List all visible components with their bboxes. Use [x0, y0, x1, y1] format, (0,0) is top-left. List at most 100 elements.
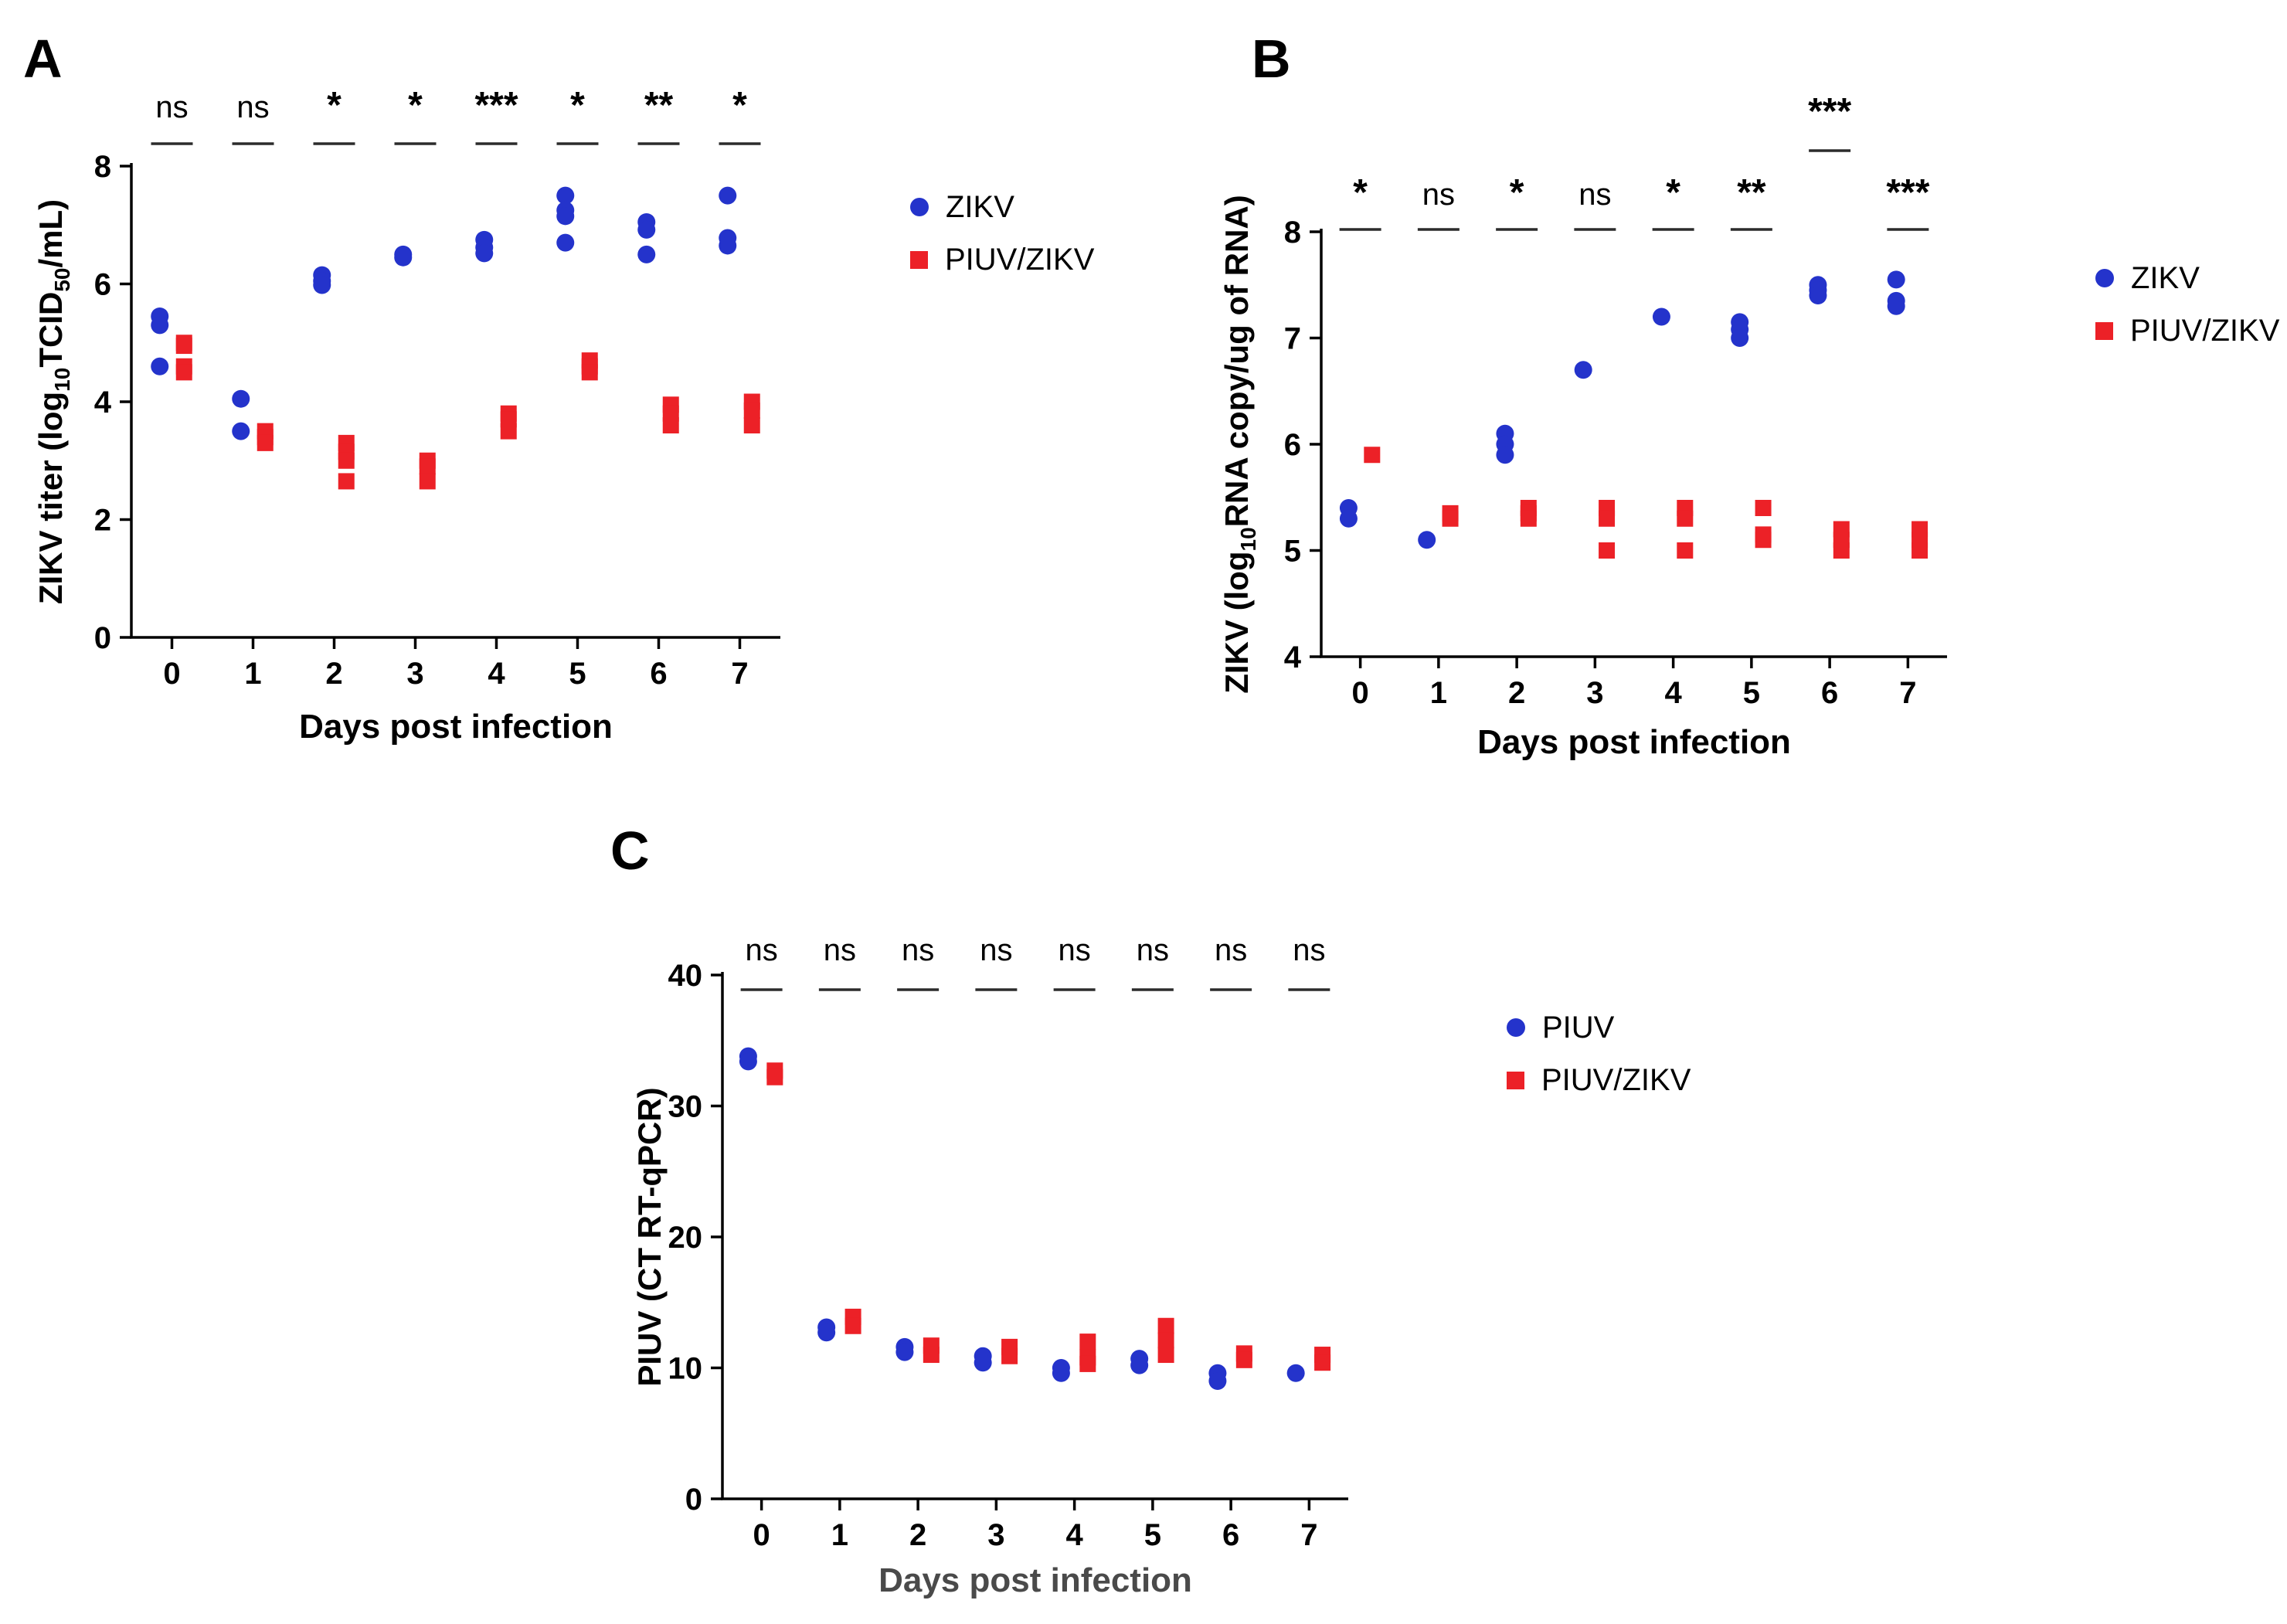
x-tick-label: 0 — [163, 657, 180, 691]
significance-label: *** — [1808, 91, 1851, 132]
x-tick-label: 3 — [987, 1518, 1004, 1552]
legend-label: PIUV/ZIKV — [945, 242, 1095, 277]
data-point — [1833, 542, 1850, 559]
y-tick-label: 8 — [94, 150, 111, 184]
data-point — [1157, 1347, 1174, 1364]
x-tick-label: 6 — [650, 657, 667, 691]
data-point — [1079, 1334, 1096, 1351]
data-point — [1731, 329, 1749, 347]
x-tick-label: 4 — [1665, 676, 1683, 710]
significance-label: * — [1510, 172, 1524, 213]
data-point — [151, 316, 169, 335]
y-tick-label: 2 — [94, 504, 111, 538]
y-tick-label: 4 — [94, 386, 112, 420]
series-zikv — [151, 186, 737, 440]
data-point — [581, 364, 598, 381]
y-tick-label: 0 — [685, 1483, 702, 1517]
series-piuv-zikv — [175, 335, 760, 490]
panel-c-chart: C 0 10 20 30 40 0 1 2 3 4 5 6 7 Days post infection PIU… — [610, 820, 1348, 1599]
data-point — [1339, 509, 1358, 528]
data-point — [1574, 361, 1592, 379]
x-tick-label: 5 — [569, 657, 586, 691]
piuv-zikv-square-marker-icon — [2095, 321, 2113, 340]
data-point — [1599, 542, 1616, 559]
x-axis-ticks: 0 1 2 3 4 5 6 7 — [753, 1499, 1318, 1552]
data-point — [1130, 1356, 1149, 1374]
piuv-zikv-square-marker-icon — [1507, 1071, 1524, 1089]
data-point — [637, 220, 656, 239]
significance-label: ns — [1215, 933, 1247, 967]
data-point — [1520, 510, 1537, 527]
data-point — [766, 1069, 783, 1085]
y-tick-label: 30 — [668, 1090, 703, 1124]
y-tick-label: 20 — [668, 1221, 703, 1255]
x-tick-label: 0 — [753, 1518, 770, 1552]
significance-label: ns — [1578, 178, 1611, 212]
significance-label: ns — [1422, 178, 1455, 212]
axes — [721, 972, 1348, 1500]
legend-label: PIUV/ZIKV — [1541, 1062, 1691, 1097]
significance-markers: ns ns ns ns ns ns ns ns — [740, 933, 1330, 991]
data-point — [257, 434, 274, 451]
data-point — [500, 423, 517, 440]
y-tick-label: 0 — [94, 621, 111, 655]
data-point — [556, 186, 575, 205]
data-point — [1235, 1351, 1252, 1368]
panel-letter: C — [610, 820, 650, 881]
significance-label: * — [408, 85, 423, 126]
data-point — [743, 402, 760, 419]
significance-label: ns — [155, 90, 188, 124]
x-axis-title: Days post infection — [299, 708, 613, 746]
x-tick-label: 1 — [831, 1518, 848, 1552]
significance-label: *** — [474, 85, 518, 126]
x-tick-label: 0 — [1352, 676, 1369, 710]
data-point — [1911, 542, 1928, 559]
data-point — [1652, 307, 1670, 326]
x-axis-ticks: 0 1 2 3 4 5 6 7 — [1352, 657, 1917, 710]
legend-item: PIUV/ZIKV — [2095, 314, 2279, 348]
data-point — [419, 473, 436, 490]
panel-letter: A — [23, 29, 63, 89]
zikv-circle-marker-icon — [910, 198, 929, 216]
y-tick-label: 10 — [668, 1352, 703, 1386]
y-axis-ticks: 4 5 6 7 8 — [1284, 216, 1321, 674]
x-tick-label: 5 — [1144, 1518, 1161, 1552]
panel-c-legend: PIUV PIUV/ZIKV — [1507, 1011, 1691, 1097]
data-point — [151, 357, 169, 375]
y-axis-ticks: 0 2 4 6 8 — [94, 150, 131, 655]
panel-a-chart: A 0 2 4 6 8 0 1 2 3 4 5 6 7 Days post infection ZIKV ti… — [23, 29, 780, 746]
data-point — [1677, 510, 1694, 527]
x-tick-label: 5 — [1743, 676, 1760, 710]
x-tick-label: 3 — [1586, 676, 1603, 710]
panel-b: B 4 5 6 7 8 0 1 2 3 4 5 6 7 Days post infection ZIKV (l… — [1205, 8, 2287, 831]
x-tick-label: 4 — [488, 657, 505, 691]
y-tick-label: 7 — [1284, 322, 1301, 356]
x-axis-ticks: 0 1 2 3 4 5 6 7 — [163, 637, 749, 691]
significance-markers: * ns * ns * ******** — [1339, 91, 1930, 231]
data-point — [719, 186, 737, 205]
data-point — [974, 1354, 992, 1372]
axes — [1320, 229, 1947, 658]
data-point — [739, 1052, 757, 1071]
y-axis-title: PIUV (CT RT-qPCR) — [631, 1087, 668, 1386]
series-piuv-zikv — [1364, 447, 1928, 559]
x-tick-label: 6 — [1222, 1518, 1239, 1552]
data-point — [895, 1343, 914, 1361]
data-point — [1809, 287, 1827, 304]
legend-label: ZIKV — [2131, 260, 2200, 295]
x-axis-title: Days post infection — [1477, 723, 1791, 761]
piuv-circle-marker-icon — [1507, 1018, 1525, 1037]
significance-label: * — [1353, 172, 1368, 213]
legend-label: PIUV/ZIKV — [2130, 313, 2280, 348]
data-point — [475, 244, 494, 263]
x-tick-label: 6 — [1821, 676, 1838, 710]
panel-b-legend: ZIKV PIUV/ZIKV — [2095, 261, 2279, 348]
legend-item: ZIKV — [910, 190, 1094, 224]
x-axis-title: Days post infection — [878, 1561, 1192, 1599]
data-point — [1442, 510, 1459, 527]
y-tick-label: 8 — [1284, 216, 1301, 250]
significance-markers: ns ns * * *** * ** * — [151, 85, 761, 145]
panel-a: A 0 2 4 6 8 0 1 2 3 4 5 6 7 Days post infection ZIKV ti… — [15, 8, 1205, 831]
y-axis-title: ZIKV (log10RNA copy/ug of RNA) — [1218, 195, 1260, 694]
data-point — [232, 389, 250, 408]
